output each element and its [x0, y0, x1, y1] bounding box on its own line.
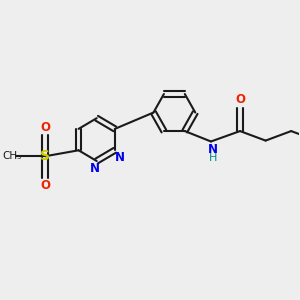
Text: N: N	[208, 143, 218, 156]
Text: N: N	[90, 162, 100, 175]
Text: CH₃: CH₃	[2, 151, 21, 161]
Text: S: S	[40, 149, 50, 163]
Text: O: O	[40, 178, 50, 192]
Text: H: H	[209, 153, 218, 164]
Text: N: N	[115, 151, 125, 164]
Text: O: O	[235, 93, 245, 106]
Text: O: O	[40, 121, 50, 134]
